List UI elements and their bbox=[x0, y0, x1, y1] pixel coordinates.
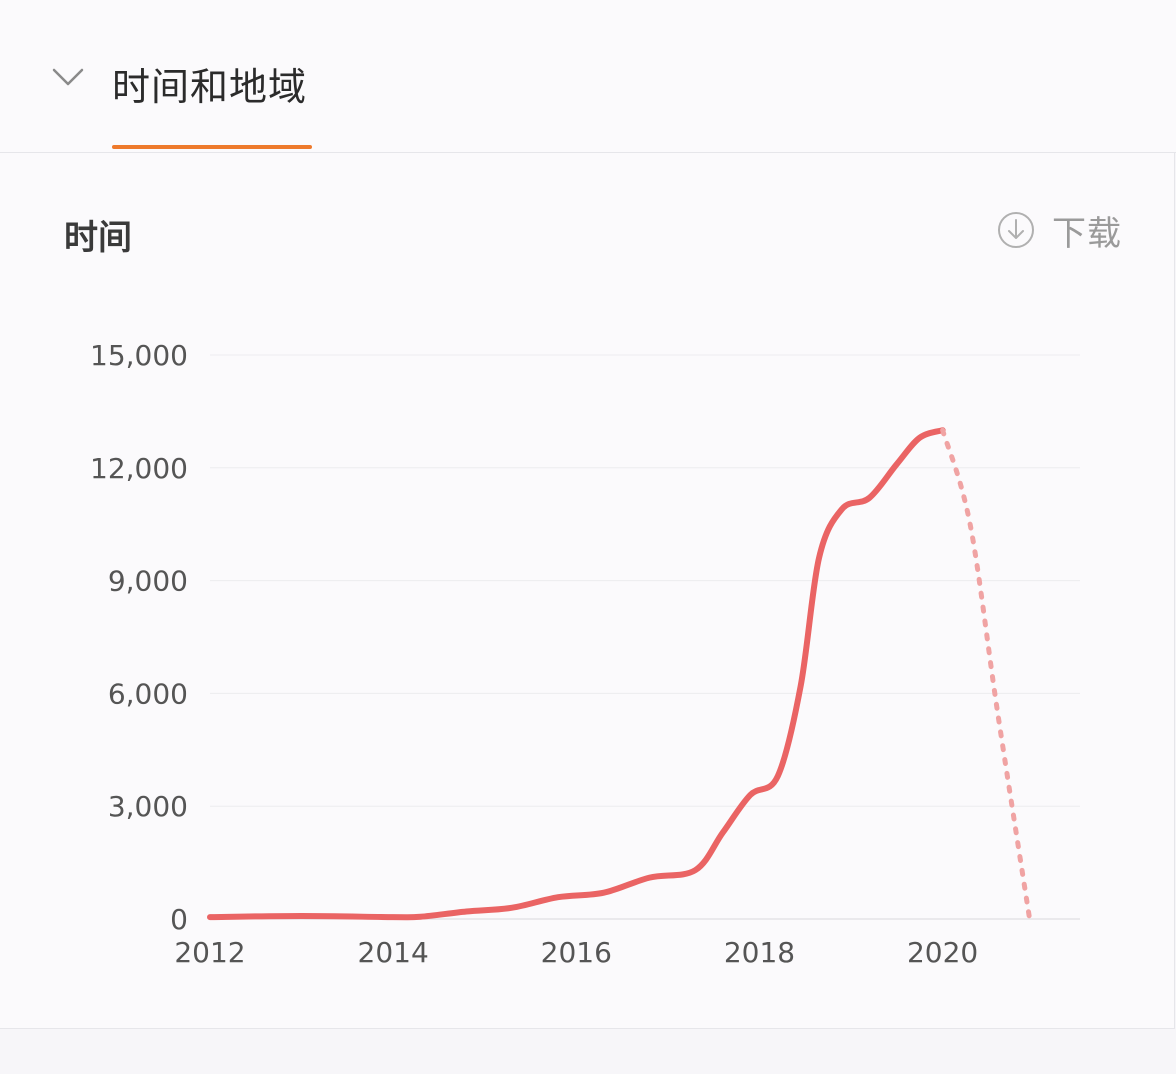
x-tick-label: 2018 bbox=[724, 936, 795, 969]
chart-card bbox=[0, 153, 1175, 1029]
chart-card-title: 时间 bbox=[64, 218, 132, 258]
y-tick-label: 9,000 bbox=[108, 565, 188, 598]
y-tick-label: 6,000 bbox=[108, 677, 188, 710]
section-header: 时间和地域 bbox=[0, 0, 1176, 153]
download-circle-icon bbox=[998, 212, 1034, 248]
x-tick-label: 2012 bbox=[174, 936, 245, 969]
tab-time-and-region[interactable]: 时间和地域 bbox=[112, 65, 308, 109]
projection-line bbox=[940, 427, 1033, 922]
x-tick-label: 2014 bbox=[358, 936, 429, 969]
y-tick-label: 15,000 bbox=[90, 339, 188, 372]
download-label: 下载 bbox=[1052, 213, 1122, 254]
x-tick-label: 2016 bbox=[541, 936, 612, 969]
chevron-down-icon[interactable] bbox=[50, 62, 86, 92]
active-tab-indicator bbox=[112, 145, 312, 149]
trend-line bbox=[207, 427, 946, 921]
y-tick-label: 0 bbox=[170, 903, 188, 936]
y-tick-label: 3,000 bbox=[108, 790, 188, 823]
y-tick-label: 12,000 bbox=[90, 452, 188, 485]
download-button[interactable]: 下载 bbox=[996, 206, 1122, 254]
x-tick-label: 2020 bbox=[907, 936, 978, 969]
